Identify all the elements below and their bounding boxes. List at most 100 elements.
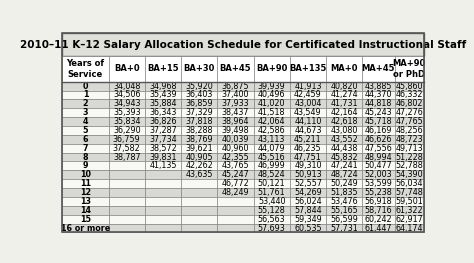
- Text: 43,885: 43,885: [365, 82, 392, 90]
- Text: 47,765: 47,765: [395, 117, 423, 126]
- Text: 64,174: 64,174: [395, 224, 423, 232]
- Text: 45,211: 45,211: [294, 135, 322, 144]
- Text: 61,322: 61,322: [395, 206, 423, 215]
- Text: 39,498: 39,498: [222, 126, 249, 135]
- Bar: [254, 117, 290, 126]
- Bar: [62, 215, 109, 224]
- Bar: [290, 197, 326, 206]
- Text: 53,440: 53,440: [258, 197, 285, 206]
- Text: 40,039: 40,039: [222, 135, 249, 144]
- Bar: [62, 161, 109, 170]
- Bar: [394, 153, 424, 161]
- Text: 35,920: 35,920: [185, 82, 213, 90]
- Text: 37,287: 37,287: [149, 126, 177, 135]
- Bar: [290, 188, 326, 197]
- Bar: [394, 108, 424, 117]
- Text: 47,276: 47,276: [395, 108, 423, 117]
- Bar: [181, 144, 218, 153]
- Bar: [181, 135, 218, 144]
- Bar: [326, 108, 362, 117]
- Bar: [362, 56, 394, 82]
- Text: Years of
Service: Years of Service: [66, 59, 104, 79]
- Text: 53,476: 53,476: [330, 197, 358, 206]
- Bar: [394, 117, 424, 126]
- Text: 50,477: 50,477: [365, 161, 392, 170]
- Text: 43,113: 43,113: [258, 135, 285, 144]
- Text: 14: 14: [80, 206, 91, 215]
- Bar: [145, 135, 181, 144]
- Bar: [290, 224, 326, 232]
- Bar: [145, 170, 181, 179]
- Bar: [62, 82, 109, 90]
- Text: 39,621: 39,621: [185, 144, 213, 153]
- Bar: [254, 90, 290, 99]
- Bar: [109, 170, 145, 179]
- Bar: [181, 206, 218, 215]
- Bar: [290, 179, 326, 188]
- Text: 48,723: 48,723: [395, 135, 423, 144]
- Bar: [362, 144, 394, 153]
- Bar: [326, 179, 362, 188]
- Text: 56,563: 56,563: [258, 215, 285, 224]
- Bar: [145, 82, 181, 90]
- Text: 48,524: 48,524: [258, 170, 285, 179]
- Bar: [326, 90, 362, 99]
- Text: 39,831: 39,831: [149, 153, 177, 161]
- Bar: [109, 224, 145, 232]
- Text: 41,135: 41,135: [149, 161, 177, 170]
- Bar: [362, 197, 394, 206]
- Bar: [254, 170, 290, 179]
- Text: 44,079: 44,079: [258, 144, 285, 153]
- Bar: [181, 153, 218, 161]
- Text: 45,832: 45,832: [330, 153, 358, 161]
- Text: 35,393: 35,393: [113, 108, 141, 117]
- Text: 56,599: 56,599: [330, 215, 358, 224]
- Text: 3: 3: [82, 108, 88, 117]
- Bar: [290, 126, 326, 135]
- Bar: [290, 99, 326, 108]
- Bar: [394, 99, 424, 108]
- Text: 51,761: 51,761: [258, 188, 285, 197]
- Bar: [218, 170, 254, 179]
- Text: 7: 7: [82, 144, 88, 153]
- Text: 37,818: 37,818: [185, 117, 213, 126]
- Bar: [145, 126, 181, 135]
- Bar: [362, 108, 394, 117]
- Text: 42,262: 42,262: [185, 161, 213, 170]
- Bar: [326, 206, 362, 215]
- Bar: [181, 224, 218, 232]
- Bar: [394, 126, 424, 135]
- Text: 40,905: 40,905: [185, 153, 213, 161]
- Text: 59,501: 59,501: [395, 197, 423, 206]
- Bar: [326, 144, 362, 153]
- Bar: [218, 179, 254, 188]
- Bar: [254, 161, 290, 170]
- Bar: [362, 170, 394, 179]
- Bar: [181, 108, 218, 117]
- Text: 45,247: 45,247: [221, 170, 249, 179]
- Text: 50,913: 50,913: [294, 170, 322, 179]
- Bar: [218, 153, 254, 161]
- Text: 43,765: 43,765: [222, 161, 249, 170]
- Text: 47,241: 47,241: [330, 161, 358, 170]
- Text: 58,716: 58,716: [365, 206, 392, 215]
- Text: 46,802: 46,802: [395, 99, 423, 108]
- Text: 48,994: 48,994: [365, 153, 392, 161]
- Text: 50,121: 50,121: [258, 179, 285, 188]
- Bar: [394, 188, 424, 197]
- Text: 40,820: 40,820: [330, 82, 358, 90]
- Bar: [62, 144, 109, 153]
- Bar: [145, 179, 181, 188]
- Bar: [394, 215, 424, 224]
- Bar: [326, 197, 362, 206]
- Text: 57,748: 57,748: [395, 188, 423, 197]
- Text: 46,772: 46,772: [221, 179, 249, 188]
- Bar: [62, 206, 109, 215]
- Bar: [145, 99, 181, 108]
- Bar: [326, 99, 362, 108]
- Bar: [62, 188, 109, 197]
- Text: 42,586: 42,586: [258, 126, 285, 135]
- Text: 42,064: 42,064: [258, 117, 285, 126]
- Bar: [254, 144, 290, 153]
- Bar: [362, 179, 394, 188]
